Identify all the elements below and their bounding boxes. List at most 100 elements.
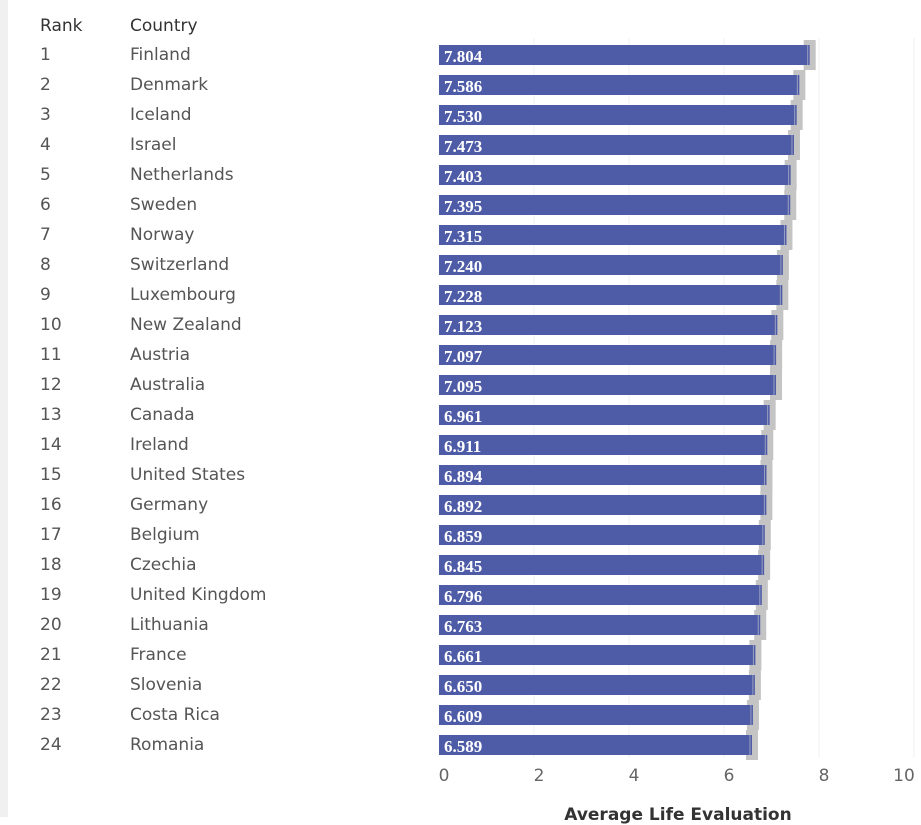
rank-cell: 21 bbox=[40, 645, 62, 665]
bar bbox=[439, 135, 794, 155]
country-cell: Switzerland bbox=[130, 255, 230, 275]
country-cell: Belgium bbox=[130, 525, 200, 545]
bar bbox=[439, 705, 753, 725]
data-label: 7.315 bbox=[444, 227, 482, 246]
data-label: 7.228 bbox=[444, 287, 482, 306]
country-cell: Czechia bbox=[130, 555, 197, 575]
bar bbox=[439, 495, 767, 515]
rank-cell: 7 bbox=[40, 225, 51, 245]
bar bbox=[439, 45, 810, 65]
country-cell: Ireland bbox=[130, 435, 189, 455]
rank-cell: 19 bbox=[40, 585, 62, 605]
rank-cell: 5 bbox=[40, 165, 51, 185]
bar bbox=[439, 585, 762, 605]
data-label: 6.892 bbox=[444, 497, 482, 516]
country-cell: Israel bbox=[130, 135, 177, 155]
left-edge-strip bbox=[0, 0, 8, 817]
data-label: 6.796 bbox=[444, 587, 482, 606]
bar bbox=[439, 375, 777, 395]
country-cell: Australia bbox=[130, 375, 206, 395]
rank-cell: 16 bbox=[40, 495, 62, 515]
rank-cell: 13 bbox=[40, 405, 62, 425]
data-label: 6.589 bbox=[444, 737, 482, 756]
data-label: 6.859 bbox=[444, 527, 482, 546]
data-label: 6.609 bbox=[444, 707, 482, 726]
country-cell: United States bbox=[130, 465, 246, 485]
country-cell: Luxembourg bbox=[130, 285, 236, 305]
x-tick-label: 10 bbox=[893, 766, 915, 786]
data-label: 6.650 bbox=[444, 677, 482, 696]
bar bbox=[439, 735, 752, 755]
rank-cell: 23 bbox=[40, 705, 62, 725]
bar bbox=[439, 165, 791, 185]
bar bbox=[439, 435, 768, 455]
data-label: 7.097 bbox=[444, 347, 483, 366]
rank-cell: 10 bbox=[40, 315, 62, 335]
country-header: Country bbox=[130, 16, 198, 36]
x-axis-title: Average Life Evaluation bbox=[564, 805, 792, 825]
rank-cell: 8 bbox=[40, 255, 51, 275]
x-tick-label: 6 bbox=[723, 766, 735, 786]
rank-cell: 12 bbox=[40, 375, 62, 395]
rank-cell: 1 bbox=[40, 45, 51, 65]
data-label: 7.240 bbox=[444, 257, 482, 276]
bar bbox=[439, 465, 767, 485]
country-cell: Canada bbox=[130, 405, 195, 425]
rank-cell: 14 bbox=[40, 435, 62, 455]
rank-cell: 20 bbox=[40, 615, 62, 635]
x-tick-label: 4 bbox=[628, 766, 640, 786]
bar bbox=[439, 615, 761, 635]
data-label: 6.763 bbox=[444, 617, 482, 636]
bar bbox=[439, 285, 783, 305]
bar bbox=[439, 255, 783, 275]
data-label: 7.123 bbox=[444, 317, 482, 336]
rank-cell: 9 bbox=[40, 285, 51, 305]
x-tick-label: 0 bbox=[438, 766, 450, 786]
rank-cell: 18 bbox=[40, 555, 62, 575]
country-cell: United Kingdom bbox=[130, 585, 267, 605]
data-label: 7.095 bbox=[444, 377, 482, 396]
rank-cell: 3 bbox=[40, 105, 51, 125]
rank-cell: 4 bbox=[40, 135, 51, 155]
country-cell: Sweden bbox=[130, 195, 198, 215]
data-label: 7.403 bbox=[444, 167, 482, 186]
data-label: 7.395 bbox=[444, 197, 482, 216]
data-label: 6.661 bbox=[444, 647, 482, 666]
rank-cell: 6 bbox=[40, 195, 51, 215]
data-label: 7.804 bbox=[444, 47, 483, 66]
data-label: 6.961 bbox=[444, 407, 482, 426]
data-label: 7.586 bbox=[444, 77, 482, 96]
rank-cell: 22 bbox=[40, 675, 62, 695]
bar bbox=[439, 405, 770, 425]
rank-cell: 15 bbox=[40, 465, 62, 485]
country-cell: Romania bbox=[130, 735, 205, 755]
bar bbox=[439, 225, 787, 245]
country-cell: Netherlands bbox=[130, 165, 234, 185]
rank-cell: 11 bbox=[40, 345, 62, 365]
country-cell: Iceland bbox=[130, 105, 192, 125]
country-cell: Germany bbox=[130, 495, 209, 515]
rank-header: Rank bbox=[40, 16, 83, 36]
country-cell: Austria bbox=[130, 345, 191, 365]
x-tick-label: 2 bbox=[533, 766, 545, 786]
bar bbox=[439, 75, 800, 95]
data-label: 6.894 bbox=[444, 467, 483, 486]
bar bbox=[439, 345, 777, 365]
bar bbox=[439, 195, 791, 215]
x-tick-label: 8 bbox=[818, 766, 830, 786]
data-label: 6.845 bbox=[444, 557, 482, 576]
country-cell: New Zealand bbox=[130, 315, 242, 335]
country-cell: Norway bbox=[130, 225, 195, 245]
data-label: 7.473 bbox=[444, 137, 482, 156]
country-cell: Finland bbox=[130, 45, 191, 65]
bar bbox=[439, 555, 765, 575]
bar bbox=[439, 525, 765, 545]
data-label: 6.911 bbox=[444, 437, 481, 456]
country-cell: France bbox=[130, 645, 187, 665]
bar bbox=[439, 105, 797, 125]
bar bbox=[439, 645, 756, 665]
rank-cell: 24 bbox=[40, 735, 62, 755]
country-cell: Slovenia bbox=[130, 675, 203, 695]
data-label: 7.530 bbox=[444, 107, 482, 126]
country-cell: Lithuania bbox=[130, 615, 209, 635]
